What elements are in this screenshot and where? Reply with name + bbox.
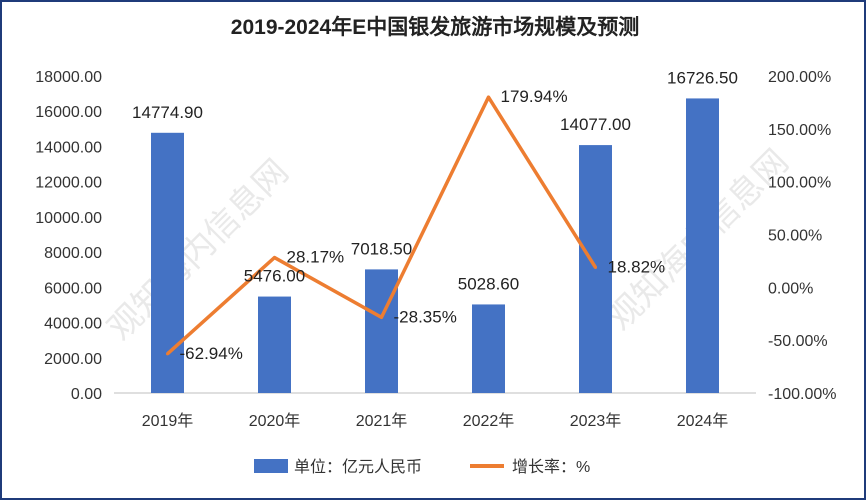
left-axis-tick: 4000.00: [44, 316, 102, 333]
line-series: [166, 95, 597, 356]
line-data-label: 18.82%: [608, 257, 666, 276]
x-axis-tick: 2022年: [463, 412, 515, 430]
right-axis: -100.00% -50.00% 0.00% 50.00% 100.00% 150.00%…: [768, 69, 837, 403]
chart-title: 2019-2024年E中国银发旅游市场规模及预测: [231, 15, 639, 39]
left-axis-tick: 12000.00: [35, 175, 102, 192]
legend-bar-label: 单位：亿元人民币: [294, 458, 422, 476]
bar: [579, 145, 612, 393]
line-point: [380, 315, 383, 319]
left-axis-tick: 14000.00: [35, 139, 102, 156]
line-data-label: -28.35%: [394, 307, 457, 326]
right-axis-tick: 50.00%: [768, 228, 822, 245]
x-axis: 2019年 2020年 2021年 2022年 2023年 2024年: [114, 392, 756, 430]
bar: [365, 269, 398, 393]
right-axis-tick: -100.00%: [768, 386, 837, 403]
line-point: [273, 256, 276, 260]
bar: [686, 98, 719, 394]
right-axis-tick: 200.00%: [768, 69, 831, 86]
line-point: [594, 265, 597, 269]
x-axis-tick: 2019年: [142, 412, 194, 430]
left-axis-tick: 0.00: [71, 386, 102, 403]
legend-bar-swatch: [254, 459, 288, 473]
data-labels: 14774.90 5476.00 7018.50 5028.60 14077.00 167…: [132, 68, 738, 362]
bar: [472, 304, 505, 393]
right-axis-tick: 0.00%: [768, 280, 813, 297]
line-data-label: 28.17%: [287, 248, 345, 267]
x-axis-tick: 2021年: [356, 412, 408, 430]
left-axis-tick: 8000.00: [44, 245, 102, 262]
x-axis-tick: 2024年: [677, 412, 729, 430]
bar-data-label: 5476.00: [244, 267, 305, 286]
legend-line-label: 增长率：%: [512, 458, 590, 476]
bar: [258, 296, 291, 393]
line-data-label: 179.94%: [501, 87, 568, 106]
line-point: [487, 95, 490, 99]
left-axis-tick: 6000.00: [44, 280, 102, 297]
bar-data-label: 5028.60: [458, 274, 519, 293]
left-axis-tick: 10000.00: [35, 210, 102, 227]
x-axis-tick: 2020年: [249, 412, 301, 430]
left-axis-tick: 2000.00: [44, 351, 102, 368]
bar-data-label: 14774.90: [132, 103, 203, 122]
x-axis-tick: 2023年: [570, 412, 622, 430]
bar-series: [151, 98, 719, 394]
line-point: [166, 352, 169, 356]
legend: 单位：亿元人民币 增长率：%: [254, 458, 590, 476]
left-axis-tick: 18000.00: [35, 69, 102, 86]
left-axis-tick: 16000.00: [35, 104, 102, 121]
bar: [151, 132, 184, 393]
left-axis: 0.00 2000.00 4000.00 6000.00 8000.00 10000.00…: [35, 69, 102, 403]
bar-data-label: 7018.50: [351, 239, 412, 258]
bar-data-label: 14077.00: [560, 115, 631, 134]
right-axis-tick: -50.00%: [768, 333, 828, 350]
right-axis-tick: 100.00%: [768, 175, 831, 192]
line-data-label: -62.94%: [180, 344, 243, 363]
right-axis-tick: 150.00%: [768, 122, 831, 139]
bar-data-label: 16726.50: [667, 68, 738, 87]
